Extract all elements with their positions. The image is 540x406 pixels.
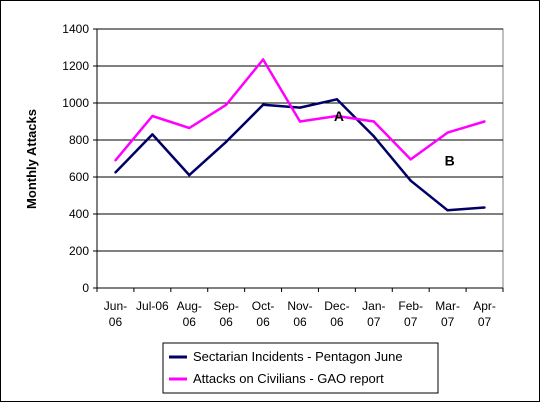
x-tick-label-0: Jun-06: [104, 299, 127, 329]
y-tick-label-400: 400: [69, 207, 89, 221]
y-tick-label-600: 600: [69, 170, 89, 184]
data-point-s0-1: [151, 133, 154, 136]
x-tick-label-6: Dec-06: [324, 299, 349, 329]
data-point-s0-4: [261, 103, 265, 107]
x-tick-label-8: Feb-07: [398, 299, 423, 329]
data-point-s1-9: [446, 131, 449, 134]
data-point-s1-3: [224, 103, 228, 107]
x-tick-label-3: Sep-06: [214, 299, 239, 329]
y-tick-label-1200: 1200: [62, 59, 89, 73]
legend: Sectarian Incidents - Pentagon June Atta…: [162, 342, 439, 394]
plot-area: [96, 28, 504, 289]
annotation-a: A: [334, 108, 344, 124]
data-point-s0-8: [409, 179, 412, 182]
annotation-b: B: [445, 152, 455, 168]
y-axis-title: Monthly Attacks: [24, 109, 39, 209]
y-tick-label-800: 800: [69, 133, 89, 147]
data-point-s0-5: [298, 106, 302, 109]
data-point-s0-9: [446, 209, 449, 212]
data-point-s0-0: [114, 171, 117, 174]
data-point-s1-10: [483, 120, 486, 123]
x-tick-label-9: Mar-07: [435, 299, 460, 329]
x-tick-label-1: Jul-06: [136, 299, 169, 313]
data-point-s1-4: [261, 58, 265, 61]
y-tick-label-0: 0: [82, 281, 89, 295]
x-tick-label-7: Jan-07: [362, 299, 385, 329]
legend-label-sectarian: Sectarian Incidents - Pentagon June: [193, 349, 403, 364]
data-point-s1-5: [298, 120, 302, 123]
data-point-s1-7: [372, 120, 376, 123]
data-point-s1-1: [151, 114, 154, 118]
legend-label-civilians: Attacks on Civilians - GAO report: [193, 371, 384, 386]
x-tick-label-4: Oct-06: [252, 299, 275, 329]
series-line-1: [114, 58, 485, 162]
series-line-0: [114, 98, 485, 212]
data-point-s0-7: [372, 135, 376, 138]
data-point-s0-2: [188, 173, 191, 177]
data-point-s0-3: [224, 140, 228, 144]
y-tick-label-1000: 1000: [62, 96, 89, 110]
data-point-s1-0: [114, 159, 117, 162]
x-tick-label-2: Aug-06: [177, 299, 202, 329]
data-point-s1-8: [409, 158, 412, 161]
x-tick-label-10: Apr-07: [473, 299, 496, 329]
data-point-s0-10: [483, 206, 486, 209]
data-point-s1-6: [335, 114, 339, 118]
x-tick-label-5: Nov-06: [287, 299, 312, 329]
data-point-s0-6: [335, 98, 339, 101]
data-point-s1-2: [188, 126, 191, 130]
y-tick-label-200: 200: [69, 244, 89, 258]
y-tick-label-1400: 1400: [62, 22, 89, 36]
